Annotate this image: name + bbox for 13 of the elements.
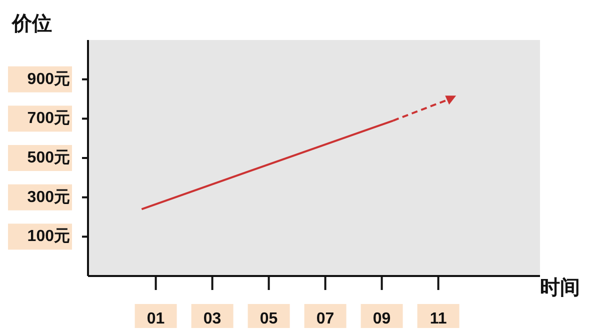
y-axis-title: 价位 — [12, 12, 52, 37]
y-tick-label: 900元 — [27, 70, 70, 88]
y-tick-label: 700元 — [27, 110, 70, 128]
x-tick-label: 05 — [260, 310, 278, 328]
x-tick-label: 09 — [372, 310, 391, 328]
x-tick-label: 11 — [430, 310, 447, 328]
x-tick-label: 01 — [146, 310, 165, 328]
x-axis-title: 时间 — [540, 276, 580, 301]
x-tick-label: 03 — [203, 310, 222, 328]
y-tick-label: 100元 — [27, 228, 70, 246]
x-tick-label: 07 — [316, 310, 334, 328]
y-tick-label: 300元 — [27, 188, 70, 206]
y-tick-label: 500元 — [27, 150, 70, 166]
